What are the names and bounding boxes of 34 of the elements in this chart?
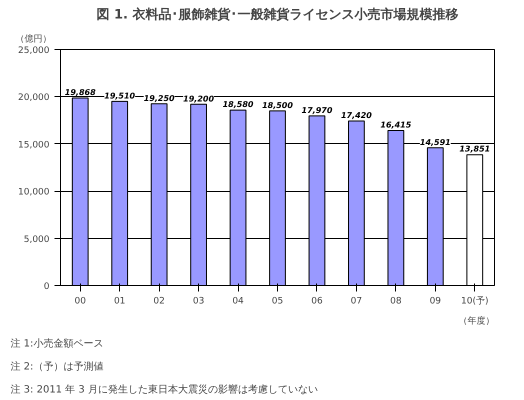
text: 注 1:小売金額ベース — [10, 338, 104, 350]
x-tick-label: 10(予) — [461, 296, 489, 306]
data-label: 19,510 — [104, 91, 136, 100]
y-tick-label: 10,000 — [18, 188, 50, 198]
y-tick-label: 15,000 — [18, 140, 50, 150]
data-label: 16,415 — [380, 120, 412, 130]
x-axis-title: （年度） — [458, 316, 494, 326]
data-label: 13,851 — [459, 144, 490, 154]
text: 注 3: 2011 年 3 月に発生した東日本大震災の影響は考慮していない — [10, 384, 318, 396]
data-label: 19,250 — [144, 94, 176, 103]
x-tick-label: 03 — [192, 296, 204, 306]
x-tick-label: 02 — [153, 296, 165, 306]
data-label: 17,970 — [302, 106, 333, 115]
x-tick-label: 01 — [114, 296, 126, 306]
text: 注 2:（予）は予測値 — [10, 360, 104, 372]
y-axis-title: （億円） — [16, 34, 52, 44]
x-tick-label: 00 — [74, 296, 86, 306]
data-label: 19,200 — [183, 94, 214, 104]
data-label: 14,591 — [420, 138, 451, 147]
y-tick-label: 0 — [44, 282, 50, 292]
data-label: 18,580 — [222, 100, 254, 110]
x-tick-label: 05 — [272, 296, 284, 306]
y-tick-label: 25,000 — [18, 46, 50, 56]
x-tick-label: 04 — [232, 296, 244, 306]
chart-title: 図 1. 衣料品･服飾雑貨･一般雑貨ライセンス小売市場規模推移 — [96, 6, 459, 22]
data-label: 18,500 — [262, 100, 294, 110]
x-tick-label: 07 — [350, 296, 362, 306]
x-tick-label: 09 — [430, 296, 442, 306]
x-tick-label: 06 — [311, 296, 323, 306]
x-tick-label: 08 — [390, 296, 402, 306]
data-label: 19,868 — [64, 88, 96, 97]
y-tick-label: 20,000 — [18, 93, 50, 104]
y-tick-label: 5,000 — [24, 234, 50, 245]
data-label: 17,420 — [340, 111, 372, 120]
